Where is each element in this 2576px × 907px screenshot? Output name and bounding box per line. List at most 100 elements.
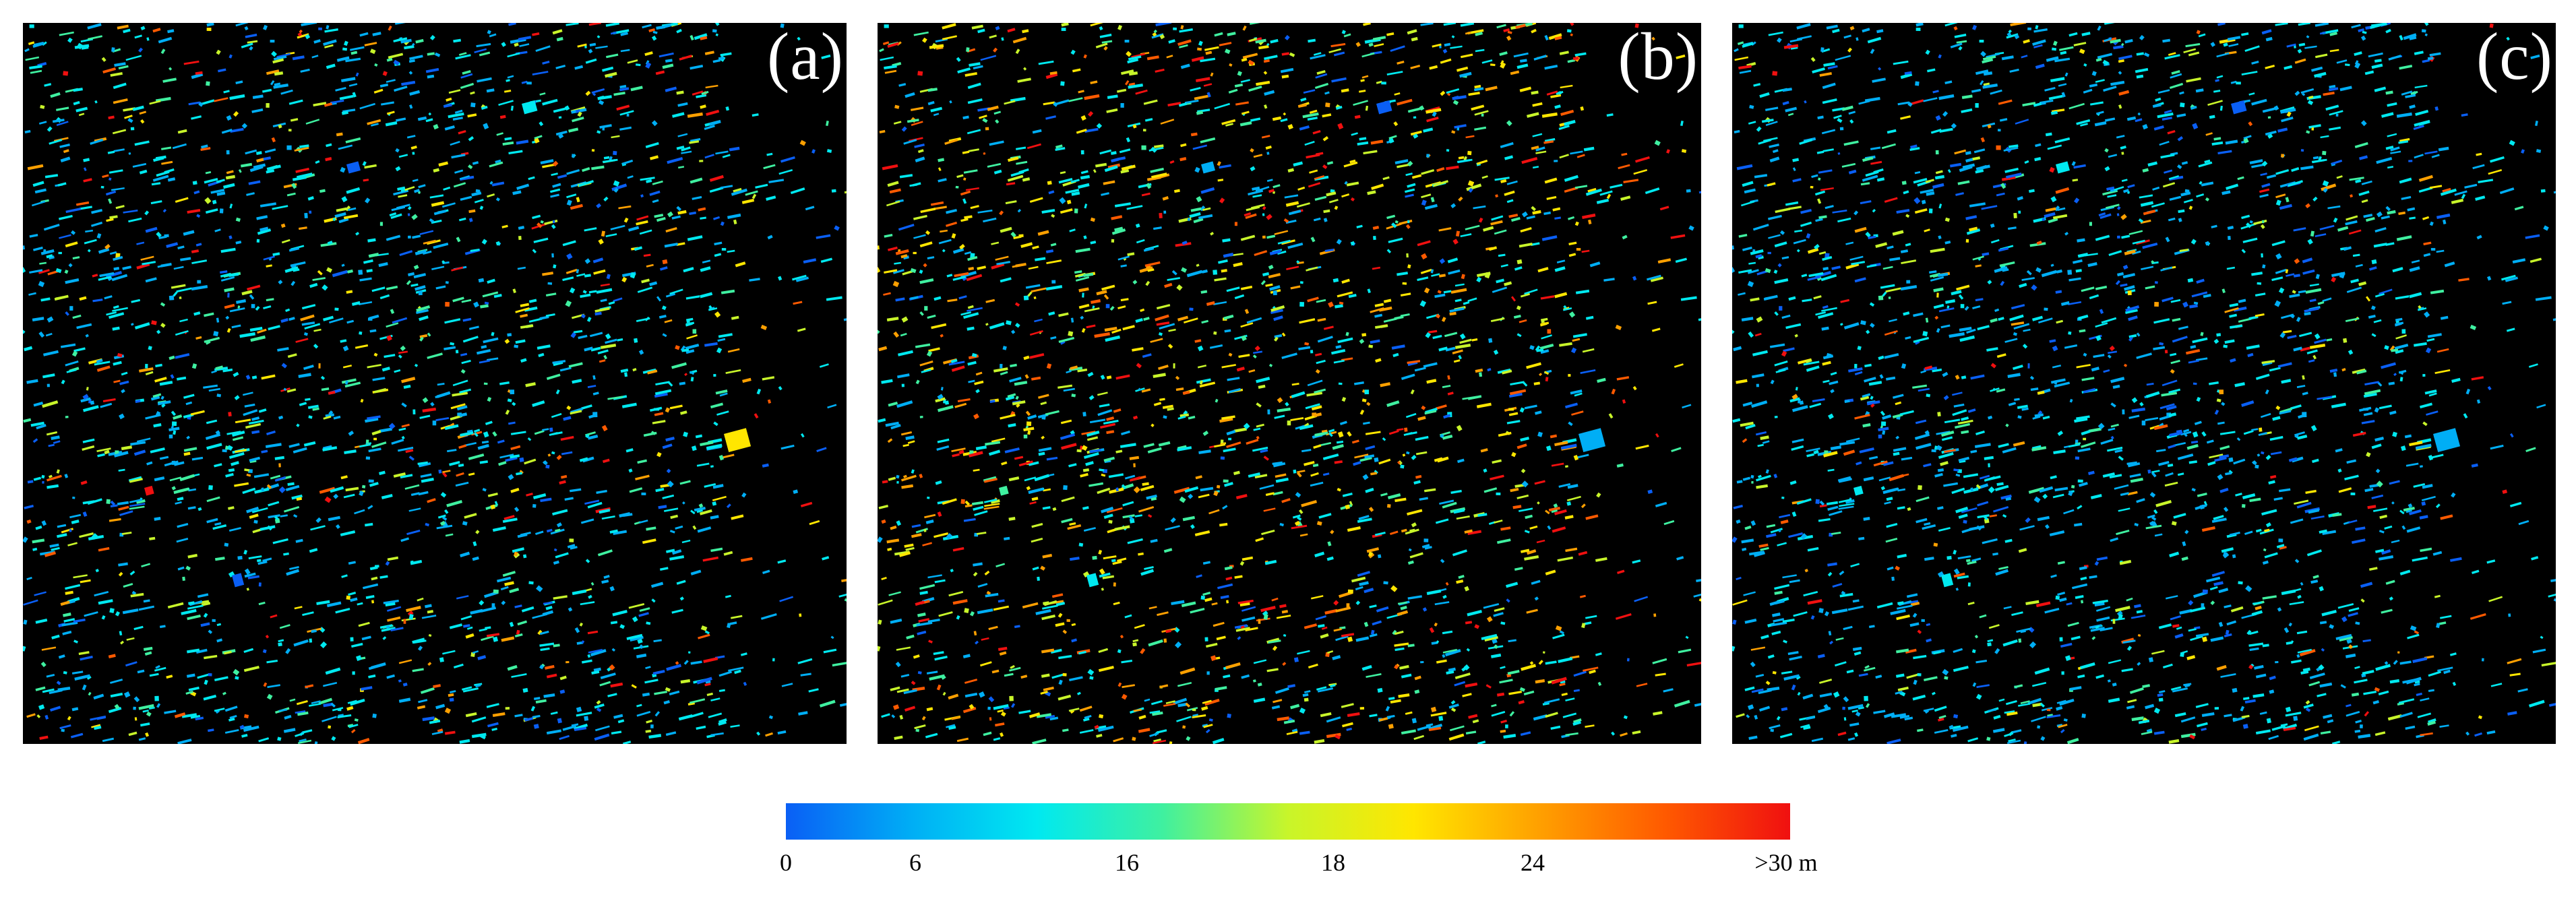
- building-footprint: [1347, 712, 1360, 718]
- building-footprint: [540, 220, 544, 224]
- building-footprint: [1009, 377, 1022, 383]
- building-footprint: [2213, 338, 2219, 344]
- building-footprint: [979, 115, 987, 119]
- building-footprint: [468, 209, 476, 214]
- building-footprint: [2336, 175, 2343, 179]
- building-footprint: [2369, 266, 2377, 271]
- building-footprint: [682, 501, 685, 505]
- building-footprint: [1132, 737, 1136, 741]
- building-footprint: [1374, 324, 1388, 329]
- building-footprint: [919, 278, 934, 284]
- building-footprint: [2183, 199, 2193, 204]
- building-footprint: [1458, 156, 1465, 160]
- building-footprint: [652, 420, 666, 425]
- building-footprint: [220, 276, 235, 282]
- building-footprint: [2164, 481, 2178, 487]
- building-footprint: [1122, 501, 1134, 507]
- building-footprint: [1685, 635, 1689, 639]
- building-footprint: [1432, 334, 1442, 340]
- building-footprint: [1178, 102, 1187, 107]
- building-footprint: [1099, 403, 1110, 408]
- building-footprint: [906, 634, 915, 639]
- building-footprint: [1210, 232, 1215, 236]
- building-footprint: [1084, 714, 1092, 719]
- building-footprint: [1474, 624, 1480, 629]
- building-footprint: [293, 513, 298, 518]
- building-footprint: [1012, 400, 1026, 406]
- building-footprint: [1150, 338, 1163, 343]
- building-footprint: [1046, 363, 1052, 369]
- building-footprint: [1622, 399, 1626, 404]
- building-footprint: [284, 714, 292, 720]
- building-footprint: [36, 424, 47, 430]
- building-footprint: [819, 363, 829, 368]
- building-footprint: [238, 168, 242, 173]
- building-footprint: [2355, 526, 2366, 531]
- building-footprint: [63, 71, 69, 76]
- building-footprint: [1487, 368, 1492, 372]
- building-footprint: [556, 36, 563, 42]
- building-footprint: [902, 443, 909, 447]
- building-footprint: [409, 90, 421, 96]
- building-footprint: [1308, 38, 1316, 43]
- building-footprint: [110, 72, 123, 77]
- building-footprint: [29, 234, 38, 238]
- building-footprint: [700, 625, 708, 631]
- building-footprint: [228, 272, 239, 278]
- building-footprint: [1127, 58, 1139, 64]
- building-footprint: [1554, 292, 1568, 299]
- building-footprint: [1500, 621, 1506, 625]
- building-footprint: [1259, 484, 1275, 490]
- building-footprint: [2318, 156, 2322, 161]
- building-footprint: [185, 401, 193, 406]
- building-footprint: [640, 194, 644, 198]
- building-footprint: [2224, 633, 2232, 637]
- building-footprint: [1975, 69, 1989, 75]
- building-footprint: [1397, 98, 1413, 106]
- building-footprint: [1312, 464, 1319, 468]
- building-footprint: [1274, 414, 1285, 419]
- building-footprint: [1326, 556, 1334, 561]
- building-footprint: [357, 737, 370, 744]
- building-footprint: [1479, 372, 1483, 377]
- building-footprint: [553, 264, 557, 269]
- building-footprint: [665, 436, 675, 442]
- building-footprint: [516, 183, 530, 191]
- building-footprint: [720, 221, 725, 226]
- building-footprint: [1394, 497, 1407, 503]
- building-footprint: [1359, 456, 1372, 462]
- building-footprint: [2315, 53, 2328, 59]
- building-footprint: [451, 266, 464, 272]
- building-footprint: [905, 546, 915, 551]
- building-footprint: [1221, 119, 1236, 125]
- building-footprint: [883, 292, 891, 296]
- building-footprint: [974, 380, 984, 385]
- building-footprint: [1153, 226, 1162, 230]
- building-footprint: [1623, 179, 1639, 183]
- building-footprint: [472, 161, 479, 165]
- building-footprint: [1098, 665, 1114, 673]
- building-footprint: [1430, 712, 1447, 717]
- building-footprint: [579, 622, 584, 627]
- building-footprint: [408, 507, 421, 512]
- building-footprint: [1632, 730, 1641, 735]
- building-footprint: [214, 367, 228, 371]
- building-footprint: [1117, 255, 1130, 261]
- building-footprint: [643, 253, 651, 257]
- building-footprint: [1219, 164, 1231, 169]
- building-footprint: [226, 115, 232, 121]
- building-footprint: [124, 115, 133, 119]
- building-footprint: [1401, 729, 1417, 734]
- building-footprint: [1114, 226, 1124, 232]
- building-footprint: [2449, 652, 2457, 656]
- building-footprint: [1884, 197, 1898, 203]
- building-footprint: [667, 211, 673, 218]
- building-footprint: [345, 487, 359, 492]
- building-footprint: [398, 446, 414, 452]
- building-footprint: [196, 214, 201, 218]
- building-footprint: [1454, 673, 1471, 679]
- building-footprint: [1239, 121, 1252, 127]
- building-footprint: [692, 329, 697, 334]
- building-footprint: [929, 44, 944, 49]
- building-footprint: [1060, 81, 1065, 86]
